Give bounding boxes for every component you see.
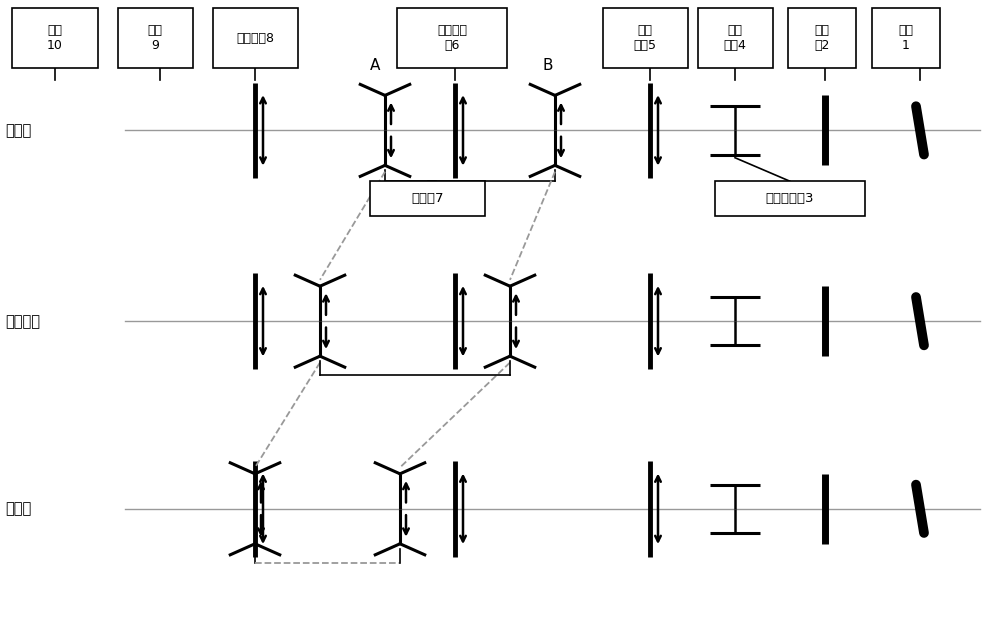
Bar bbox=[872, 8, 940, 68]
Bar bbox=[397, 8, 507, 68]
Bar bbox=[788, 8, 856, 68]
Text: 球缩
9: 球缩 9 bbox=[148, 24, 162, 52]
Text: 前固定眃8: 前固定眃8 bbox=[236, 32, 274, 45]
Text: 中间视场: 中间视场 bbox=[5, 314, 40, 329]
Text: B: B bbox=[543, 58, 553, 73]
Bar bbox=[118, 8, 192, 68]
Text: 中庐固定
眃6: 中庐固定 眃6 bbox=[437, 24, 467, 52]
Text: 物面
10: 物面 10 bbox=[47, 24, 63, 52]
Bar bbox=[370, 181, 485, 216]
Bar bbox=[602, 8, 688, 68]
Text: 探测器窗口3: 探测器窗口3 bbox=[766, 192, 814, 205]
Text: 宽视场: 宽视场 bbox=[5, 501, 31, 516]
Bar bbox=[12, 8, 98, 68]
Bar bbox=[212, 8, 298, 68]
Text: 虚拟
光间4: 虚拟 光间4 bbox=[724, 24, 746, 52]
Text: 滤光
牴2: 滤光 牴2 bbox=[814, 24, 830, 52]
Text: 像面
1: 像面 1 bbox=[898, 24, 914, 52]
Text: A: A bbox=[370, 58, 380, 73]
Text: 后固
定眃5: 后固 定眃5 bbox=[634, 24, 656, 52]
Bar bbox=[698, 8, 772, 68]
Bar bbox=[715, 181, 865, 216]
Text: 窄视场: 窄视场 bbox=[5, 123, 31, 138]
Text: 变焦眃7: 变焦眃7 bbox=[411, 192, 444, 205]
